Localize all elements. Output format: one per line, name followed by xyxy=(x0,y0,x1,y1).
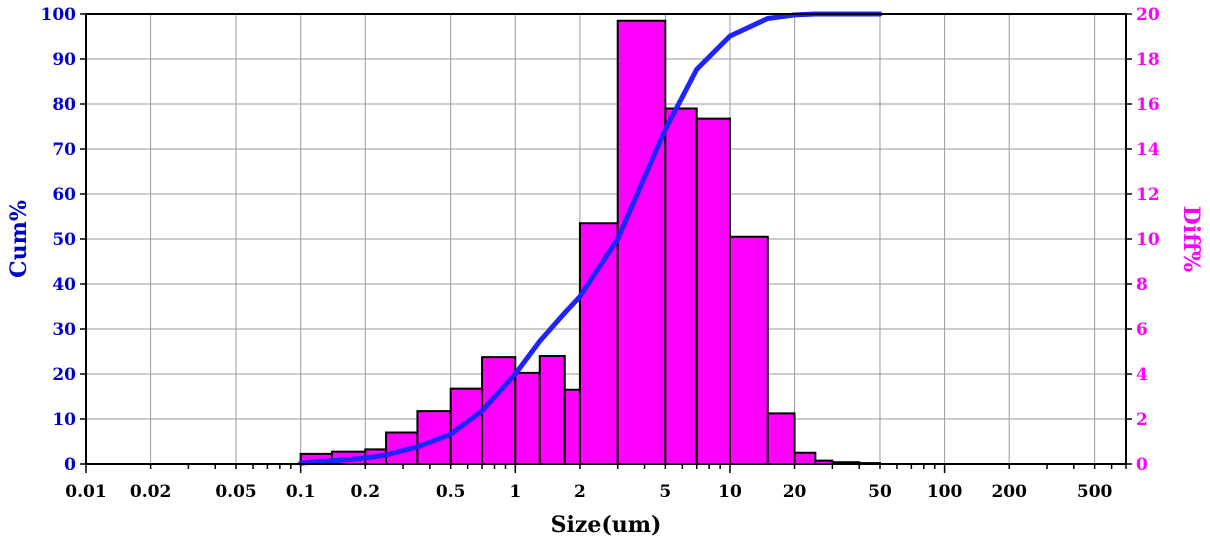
y2-tick-label: 6 xyxy=(1136,320,1148,340)
y2-tick-label: 8 xyxy=(1136,275,1148,295)
y2-tick-label: 14 xyxy=(1136,140,1160,160)
histogram-bar xyxy=(538,355,566,465)
y-tick-label: 100 xyxy=(41,5,77,25)
histogram-bar xyxy=(449,387,484,465)
histogram-bar xyxy=(664,107,698,465)
y-tick-label: 10 xyxy=(52,410,76,430)
y2-tick-label: 4 xyxy=(1136,365,1148,385)
x-tick-label: 50 xyxy=(868,482,892,502)
histogram-bar xyxy=(616,19,667,465)
histogram-bar xyxy=(766,412,796,465)
x-tick-label: 100 xyxy=(927,482,963,502)
y-tick-label: 90 xyxy=(52,50,76,70)
x-tick-label: 0.1 xyxy=(286,482,316,502)
y-tick-label: 80 xyxy=(52,95,76,115)
histogram-bar xyxy=(563,388,581,465)
y-axis-right-label: Diff% xyxy=(1178,206,1204,272)
x-tick-label: 1 xyxy=(509,482,521,502)
y2-tick-label: 12 xyxy=(1136,185,1160,205)
y-tick-label: 40 xyxy=(52,275,76,295)
y-axis-left-label: Cum% xyxy=(6,200,32,278)
y2-tick-label: 2 xyxy=(1136,410,1148,430)
y-tick-label: 30 xyxy=(52,320,76,340)
histogram-bar xyxy=(728,235,769,465)
y2-tick-label: 20 xyxy=(1136,5,1160,25)
y2-tick-label: 10 xyxy=(1136,230,1160,250)
x-tick-label: 0.2 xyxy=(350,482,380,502)
histogram-bar xyxy=(416,410,452,465)
y-tick-label: 50 xyxy=(52,230,76,250)
histogram-bars xyxy=(299,19,881,466)
y-axis-left-ticks: 0 10 20 30 40 50 60 70 80 90 100 xyxy=(41,5,86,475)
x-tick-label: 200 xyxy=(991,482,1027,502)
histogram-bar xyxy=(793,451,817,465)
x-tick-label: 0.5 xyxy=(436,482,466,502)
y-axis-right-ticks: 0 2 4 6 8 10 12 14 16 18 20 xyxy=(1126,5,1160,475)
y-tick-label: 60 xyxy=(52,185,76,205)
y2-tick-label: 16 xyxy=(1136,95,1160,115)
x-tick-label: 500 xyxy=(1077,482,1113,502)
y-tick-label: 0 xyxy=(64,455,76,475)
x-axis-label: Size(um) xyxy=(551,512,662,538)
histogram-bar xyxy=(578,222,619,465)
histogram-bar xyxy=(514,371,541,465)
y-tick-label: 20 xyxy=(52,365,76,385)
y2-tick-label: 18 xyxy=(1136,50,1160,70)
x-axis-ticks: 0.01 0.02 0.05 0.1 0.2 0.5 1 2 5 10 20 50 100 200 500 xyxy=(65,464,1127,502)
x-tick-label: 20 xyxy=(783,482,807,502)
x-tick-label: 0.01 xyxy=(65,482,106,502)
x-tick-label: 10 xyxy=(718,482,742,502)
histogram-bar xyxy=(695,117,731,465)
x-tick-label: 0.02 xyxy=(130,482,171,502)
grid-lines xyxy=(86,14,1126,464)
histogram-bar xyxy=(481,356,517,465)
x-tick-label: 2 xyxy=(574,482,586,502)
x-tick-label: 5 xyxy=(659,482,671,502)
x-tick-label: 0.05 xyxy=(215,482,256,502)
y2-tick-label: 0 xyxy=(1136,455,1148,475)
y-tick-label: 70 xyxy=(52,140,76,160)
